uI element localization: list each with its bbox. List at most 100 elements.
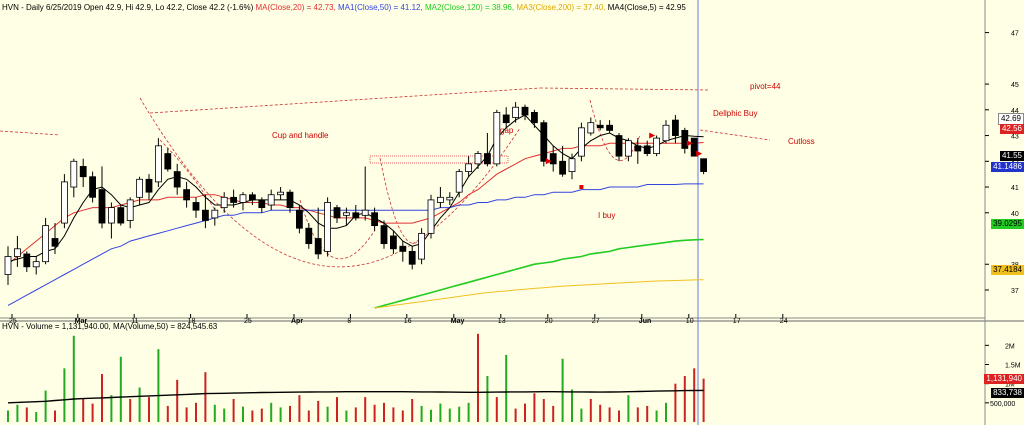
- volume-bar: [702, 378, 705, 422]
- volume-bar: [486, 376, 489, 422]
- volume-bar: [54, 410, 56, 422]
- volume-bar: [467, 402, 470, 422]
- volume-bar: [16, 404, 19, 422]
- volume-bar: [665, 402, 667, 422]
- candle-body: [145, 178, 153, 193]
- candle-body: [474, 153, 482, 165]
- candle-body: [427, 199, 435, 234]
- volume-header-value: HVN - Volume = 1,131,940.00,: [2, 322, 111, 331]
- candle-body: [634, 145, 642, 152]
- cutloss-line: [699, 129, 771, 141]
- left-resistance-line: [0, 130, 61, 136]
- cup-rim-line: [149, 87, 541, 114]
- volume-bar: [82, 398, 85, 422]
- volume-bar: [430, 409, 432, 422]
- volume-bar: [317, 400, 320, 422]
- candle-body: [606, 124, 613, 131]
- candle-body: [512, 106, 519, 118]
- candle-body: [89, 176, 96, 198]
- candle-body: [286, 191, 294, 209]
- volume-bar: [298, 395, 301, 422]
- volume-bar: [63, 368, 66, 422]
- price-header-ma1: MA1(Close,50) = 41.12,: [337, 3, 423, 12]
- volume-bar: [25, 407, 28, 422]
- price-tick-label: 43: [1011, 134, 1019, 141]
- x-tick-label: 25: [9, 318, 17, 325]
- x-tick-label: 17: [733, 318, 741, 325]
- volume-bar: [270, 402, 273, 422]
- volume-bar: [279, 407, 282, 422]
- volume-tick-label: 500,000: [990, 401, 1015, 408]
- volume-bar: [166, 405, 169, 422]
- volume-bar: [289, 405, 291, 422]
- price-header-ma20: MA(Close,20) = 42.73,: [255, 3, 336, 12]
- volume-bar: [627, 395, 630, 422]
- volume-bar: [420, 405, 423, 422]
- volume-bar: [44, 390, 47, 422]
- candle-body: [192, 202, 200, 211]
- candle-body: [126, 199, 134, 221]
- volume-bar: [383, 402, 385, 422]
- volume-bar: [514, 408, 517, 422]
- delphic-buy-marker: [649, 132, 656, 139]
- volume-bar: [242, 406, 244, 422]
- badge-price-red: 42.56: [999, 124, 1024, 134]
- candle-body: [211, 209, 219, 219]
- candle-body: [578, 127, 585, 157]
- volume-bar: [260, 408, 263, 422]
- annotation-i-buy: I buy: [598, 211, 616, 220]
- badge-ma5: 41.55: [999, 151, 1024, 161]
- volume-bar: [636, 407, 639, 422]
- volume-bar: [326, 406, 329, 422]
- candle-body: [549, 153, 557, 165]
- volume-bar: [110, 395, 113, 422]
- candle-body: [13, 248, 21, 257]
- candle-body: [681, 129, 689, 149]
- candle-body: [531, 111, 538, 124]
- candle-body: [700, 158, 707, 172]
- candle-body: [418, 232, 426, 260]
- price-header-ma3: MA3(Close,200) = 37.40,: [516, 3, 606, 12]
- candle-body: [23, 253, 31, 268]
- candle-body: [662, 124, 670, 142]
- x-tick-label: 8: [347, 318, 351, 325]
- volume-bar: [213, 404, 216, 422]
- candle-body: [361, 209, 369, 216]
- candle-body: [220, 196, 228, 209]
- volume-bar: [336, 397, 338, 422]
- annotation-delphic-buy: Dellphic Buy: [713, 109, 758, 118]
- price-header-ma4: MA4(Close,5) = 42.95: [607, 3, 686, 12]
- candle-body: [239, 194, 247, 203]
- x-tick-label: 24: [780, 318, 788, 325]
- volume-bar: [185, 407, 188, 422]
- candle-body: [568, 158, 576, 172]
- cup-curve: [139, 97, 521, 268]
- volume-bar: [232, 399, 235, 422]
- volume-bar: [373, 404, 376, 422]
- volume-bar: [223, 408, 226, 422]
- volume-header-ma: MA(Volume,50) = 824,545.63: [112, 322, 218, 331]
- x-tick-label: Jun: [639, 318, 651, 325]
- x-tick-label: 20: [545, 318, 553, 325]
- annotation-pivot: pivot=44: [750, 82, 781, 91]
- volume-bar: [119, 356, 122, 422]
- volume-bar: [176, 379, 179, 422]
- inner-cup-guide-2: [379, 157, 421, 244]
- candle-body: [540, 122, 548, 162]
- candle-body: [408, 250, 416, 265]
- volume-bar: [477, 333, 479, 422]
- candle-body: [258, 199, 266, 209]
- candle-body: [32, 261, 40, 268]
- candle-body: [521, 106, 529, 116]
- candle-body: [98, 189, 106, 224]
- delphic-buy-marker: [686, 140, 693, 147]
- candle-body: [154, 145, 162, 183]
- volume-bar: [204, 372, 207, 422]
- candle-body: [4, 256, 12, 275]
- candle-body: [502, 114, 510, 124]
- candle-body: [399, 245, 407, 252]
- badge-volume-ma: 833,738: [991, 388, 1024, 398]
- candle-body: [333, 207, 341, 219]
- candle-body: [380, 225, 388, 245]
